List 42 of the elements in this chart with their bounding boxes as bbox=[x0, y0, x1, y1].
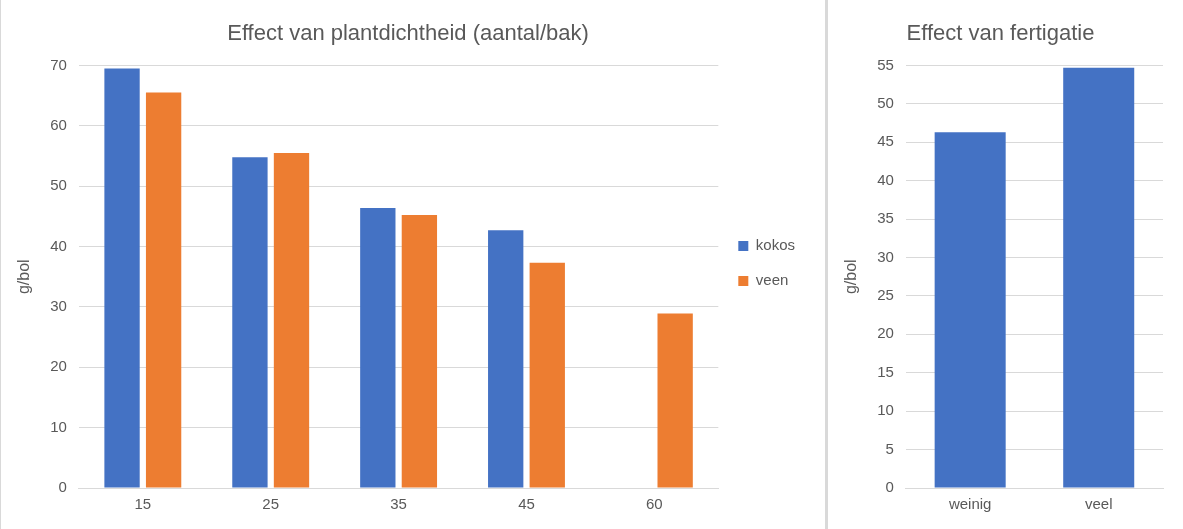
y-tick-label: 10 bbox=[877, 401, 894, 419]
y-tick-label: 40 bbox=[877, 170, 894, 188]
bar bbox=[401, 215, 438, 488]
x-tick-label: veel bbox=[1084, 495, 1113, 513]
y-tick-label: 5 bbox=[885, 439, 894, 457]
x-tick-label: weinig bbox=[947, 495, 992, 513]
y-tick-label: 0 bbox=[885, 478, 894, 496]
bar bbox=[232, 157, 268, 488]
y-tick-label: 30 bbox=[877, 247, 894, 265]
y-tick-label: 70 bbox=[50, 55, 67, 73]
y-axis-title: g/bol bbox=[842, 259, 860, 295]
x-tick-label: 60 bbox=[646, 495, 663, 513]
bar bbox=[145, 92, 182, 488]
chart-title: Effect van plantdichtheid (aantal/bak) bbox=[227, 20, 589, 46]
y-tick-label: 60 bbox=[50, 115, 67, 133]
y-tick-label: 0 bbox=[58, 478, 67, 496]
y-tick-label: 40 bbox=[50, 236, 67, 254]
x-tick-label: 15 bbox=[134, 495, 152, 513]
bar bbox=[488, 230, 524, 488]
x-tick-label: 35 bbox=[390, 495, 407, 513]
y-tick-label: 55 bbox=[877, 55, 894, 73]
y-tick-label: 10 bbox=[50, 417, 67, 435]
legend-label: veen bbox=[755, 271, 789, 289]
legend-label: kokos bbox=[755, 236, 795, 254]
bar bbox=[273, 152, 310, 488]
y-tick-label: 45 bbox=[877, 132, 894, 150]
bar bbox=[529, 262, 565, 488]
y-tick-label: 15 bbox=[877, 362, 894, 380]
x-tick-label: 25 bbox=[262, 495, 280, 513]
y-tick-label: 20 bbox=[50, 357, 67, 375]
y-tick-label: 50 bbox=[877, 93, 894, 111]
bar bbox=[657, 313, 693, 488]
bar bbox=[360, 207, 396, 488]
y-tick-label: 25 bbox=[877, 286, 894, 304]
chart-title: Effect van fertigatie bbox=[906, 20, 1095, 46]
y-axis-title: g/bol bbox=[15, 259, 33, 295]
y-tick-label: 20 bbox=[877, 324, 894, 342]
y-tick-label: 30 bbox=[50, 297, 67, 315]
y-tick-label: 50 bbox=[50, 176, 67, 194]
x-tick-label: 45 bbox=[518, 495, 535, 513]
bar bbox=[104, 68, 140, 488]
y-tick-label: 35 bbox=[877, 209, 894, 227]
